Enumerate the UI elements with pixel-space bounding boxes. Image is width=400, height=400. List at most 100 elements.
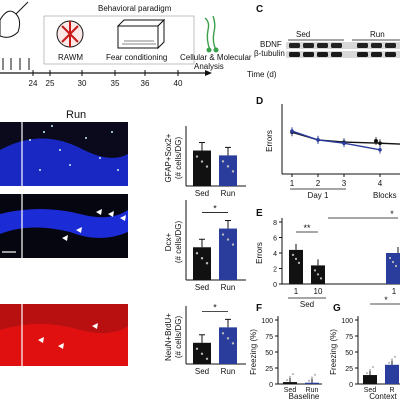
data-point bbox=[342, 141, 346, 145]
data-point bbox=[297, 261, 301, 264]
data-point bbox=[200, 160, 204, 163]
x-tick-label: 1 bbox=[294, 287, 299, 296]
arrowhead bbox=[92, 323, 98, 329]
data-point bbox=[231, 170, 235, 173]
data-point bbox=[291, 253, 295, 256]
arrowhead bbox=[120, 215, 126, 221]
blot-row-tubulin: β-tubulin bbox=[254, 49, 285, 58]
data-point bbox=[195, 252, 199, 255]
x-label: Baseline bbox=[289, 392, 320, 400]
bar bbox=[219, 327, 237, 364]
injection-arrows bbox=[2, 58, 30, 70]
bar bbox=[363, 375, 377, 384]
y-tick-label: 100 bbox=[261, 318, 273, 325]
y-tick-label: 0 bbox=[269, 382, 273, 389]
fear-conditioning-box-icon bbox=[116, 18, 166, 50]
y-tick-label: 75 bbox=[345, 334, 353, 341]
data-point bbox=[313, 373, 317, 376]
blot-band-tubulin bbox=[303, 52, 314, 57]
blot-strip-bdnf bbox=[286, 42, 400, 49]
y-tick-label: 25 bbox=[265, 366, 273, 373]
x-label-day: Day 1 bbox=[308, 191, 329, 200]
x-tick-label: Sed bbox=[284, 387, 297, 394]
series-line bbox=[291, 130, 381, 151]
significance-label: ** bbox=[303, 223, 311, 233]
speckle bbox=[69, 164, 71, 166]
y-label-line-2: (# cells/DG) bbox=[174, 316, 183, 359]
data-point bbox=[388, 256, 392, 260]
neuron-icon bbox=[204, 15, 219, 53]
blot-strip-tubulin bbox=[286, 51, 400, 58]
bar bbox=[283, 382, 297, 384]
group-label: Sed bbox=[300, 300, 314, 309]
data-point bbox=[195, 347, 199, 350]
blot-bands bbox=[289, 43, 396, 57]
blot-band-bdnf bbox=[357, 43, 368, 48]
y-label: Errors bbox=[255, 242, 264, 264]
time-axis-arrow bbox=[205, 70, 212, 76]
data-point bbox=[285, 378, 289, 382]
data-point bbox=[310, 376, 314, 379]
x-label-blocks: Blocks bbox=[373, 191, 397, 200]
chart-gfap: Sed Run GFAP+Sox2+ (# cells/DG) bbox=[164, 126, 246, 198]
arrowhead bbox=[38, 337, 44, 343]
y-tick-label: 0 bbox=[273, 282, 277, 289]
arrowhead bbox=[62, 235, 68, 241]
blot-band-bdnf bbox=[385, 43, 396, 48]
significance-label: * bbox=[213, 302, 217, 312]
data-point bbox=[231, 342, 235, 345]
y-tick-label: 25 bbox=[345, 366, 353, 373]
significance-label: * bbox=[213, 204, 217, 214]
bar bbox=[193, 247, 211, 280]
arrowhead bbox=[108, 211, 114, 217]
data-point bbox=[200, 352, 204, 355]
data-point bbox=[307, 379, 311, 382]
micrograph-title: Run bbox=[66, 109, 86, 121]
bar bbox=[385, 364, 399, 384]
y-label: Freezing (%) bbox=[329, 329, 338, 375]
fear-label: Fear conditioning bbox=[106, 53, 167, 62]
mouse-tail bbox=[15, 1, 29, 15]
x-tick-label: Sed bbox=[195, 367, 209, 376]
mouse-icon bbox=[0, 10, 21, 38]
blot-band-tubulin bbox=[331, 52, 342, 57]
data-point bbox=[226, 238, 230, 241]
speckle bbox=[111, 131, 113, 133]
bar bbox=[219, 155, 237, 186]
data-point bbox=[205, 357, 209, 360]
time-ticks: 24 25 30 35 36 40 bbox=[29, 70, 183, 88]
blot-band-bdnf bbox=[289, 43, 300, 48]
analysis-label-2: Analysis bbox=[194, 62, 224, 71]
data-point bbox=[391, 260, 395, 264]
blot-band-tubulin bbox=[371, 52, 382, 57]
data-point bbox=[394, 264, 398, 268]
panel-e-letter: E bbox=[256, 208, 263, 219]
arrowhead bbox=[76, 227, 82, 233]
y-tick-label: 4 bbox=[273, 251, 277, 258]
speckle bbox=[117, 169, 119, 171]
data-point bbox=[378, 148, 382, 152]
x-tick-label: Sed bbox=[195, 189, 209, 198]
panel-g-letter: G bbox=[333, 303, 341, 314]
blot-band-bdnf bbox=[331, 43, 342, 48]
data-point bbox=[221, 332, 225, 335]
data-point bbox=[371, 365, 375, 369]
x-tick-label: 10 bbox=[314, 287, 323, 296]
rawm-maze-icon bbox=[56, 20, 84, 48]
blot-row-bdnf: BDNF bbox=[260, 40, 282, 49]
blot-band-bdnf bbox=[317, 43, 328, 48]
x-tick-label: 1 bbox=[392, 287, 397, 296]
y-label-line-1: Dcx+ bbox=[164, 232, 173, 251]
significance-label: * bbox=[384, 295, 388, 305]
micrograph-gfap-dapi-band bbox=[0, 138, 128, 186]
speckle bbox=[51, 125, 53, 127]
micrograph-arrowheads bbox=[29, 125, 126, 349]
time-tick-label: 36 bbox=[141, 79, 150, 88]
rawm-label: RAWM bbox=[58, 53, 83, 62]
x-tick-label: Run bbox=[306, 387, 319, 394]
time-tick-label: 25 bbox=[46, 79, 55, 88]
